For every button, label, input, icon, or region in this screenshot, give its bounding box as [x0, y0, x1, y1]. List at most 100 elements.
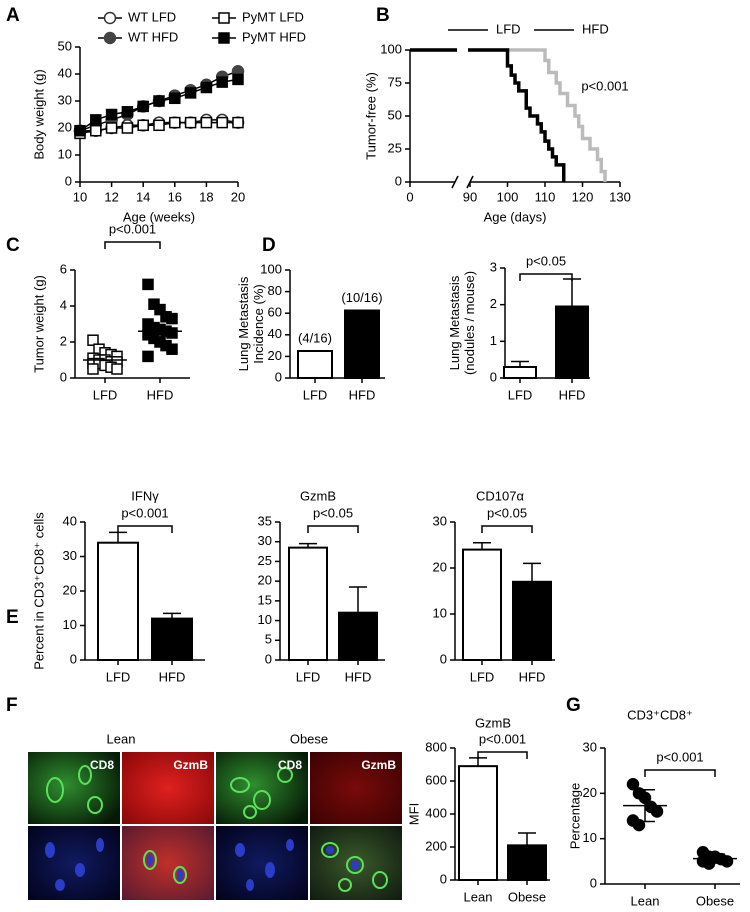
y-tick-label: 25 [258, 553, 272, 568]
y-tick-label: 10 [583, 830, 597, 845]
y-tick-label: 20 [268, 348, 282, 363]
y-tick-label: 0 [590, 875, 597, 890]
y-axis-label: Tumor weight (g) [31, 275, 46, 373]
marker [232, 116, 244, 129]
y-tick-label: 50 [58, 38, 72, 53]
y-tick-label: 80 [268, 283, 282, 298]
marker [200, 116, 213, 129]
panel-letter: E [6, 607, 19, 628]
p-value: p<0.05 [487, 505, 527, 520]
marker [74, 124, 86, 137]
y-tick-label: 20 [583, 785, 597, 800]
value-label: (10/16) [341, 290, 382, 305]
x-tick-label: Lean [631, 893, 660, 908]
marker [650, 805, 664, 818]
micrograph [310, 752, 402, 824]
y-tick-label: 0 [275, 369, 282, 384]
y-tick-label: 10 [63, 617, 77, 632]
significance-bracket [481, 525, 533, 533]
marker [184, 116, 197, 129]
marker [169, 92, 181, 105]
error-bar [473, 541, 491, 550]
marker [103, 31, 117, 45]
marker [153, 95, 165, 107]
marker [111, 363, 123, 375]
y-tick-label: 6 [60, 261, 67, 276]
x-tick-label: 120 [572, 189, 594, 204]
p-value: p<0.001 [479, 731, 526, 746]
chart-title: IFNγ [131, 488, 159, 503]
x-tick-label: LFD [303, 387, 328, 402]
y-axis-label: Body weight (g) [31, 69, 46, 159]
y-tick-label: 0 [490, 369, 497, 384]
y-axis-label: MFI [406, 803, 421, 825]
marker [121, 106, 134, 118]
significance-bracket [477, 751, 528, 759]
significance-bracket [104, 241, 161, 249]
group-label: Obese [290, 731, 328, 746]
bar [503, 366, 537, 379]
marker [218, 12, 230, 24]
marker [154, 303, 166, 316]
micrograph [122, 752, 214, 824]
bar [151, 617, 193, 661]
micrographs: CD8 GzmB CD8 GzmB Lean Obese F [6, 695, 402, 900]
x-tick-label: LFD [93, 387, 118, 402]
legend-label: LFD [496, 21, 521, 36]
channel-label: CD8 [90, 758, 114, 772]
x-tick-label: HFD [349, 387, 376, 402]
y-tick-label: 0 [265, 651, 272, 666]
marker [218, 32, 230, 44]
legend-label: WT HFD [128, 29, 178, 44]
y-tick-label: 30 [433, 513, 447, 528]
marker [720, 855, 734, 868]
y-tick-label: 0 [65, 173, 72, 188]
x-tick-label: 130 [609, 189, 631, 204]
y-tick-label: 3 [490, 259, 497, 274]
bar [288, 546, 328, 662]
legend-label: WT LFD [128, 9, 176, 24]
y-tick-label: 0 [440, 651, 447, 666]
x-tick-label: 16 [168, 189, 182, 204]
error-bar [469, 757, 487, 767]
y-tick-label: 0 [60, 369, 67, 384]
y-tick-label: 1 [490, 333, 497, 348]
legend-label: PyMT HFD [242, 29, 306, 44]
y-axis-label: (nodules / mouse) [462, 271, 477, 375]
x-tick-label: 20 [231, 189, 245, 204]
marker [142, 350, 154, 363]
marker [166, 312, 178, 325]
panel-letter: C [6, 235, 20, 256]
panel-letter: F [6, 695, 18, 716]
group-label: Lean [107, 731, 136, 746]
x-tick-label: LFD [296, 669, 321, 684]
y-tick-label: 200 [425, 838, 447, 853]
chart-title: CD3⁺CD8⁺ [627, 707, 693, 722]
marker [153, 119, 165, 132]
x-tick-label: LFD [470, 669, 495, 684]
y-tick-label: 0 [395, 173, 402, 188]
y-axis-label: Percentage [567, 783, 582, 850]
marker [166, 327, 178, 339]
bar [507, 844, 547, 881]
chart-title: CD107α [476, 488, 524, 503]
y-tick-label: 10 [258, 612, 272, 627]
x-tick-label: Obese [696, 893, 734, 908]
x-tick-label: 100 [497, 189, 519, 204]
p-value: p<0.001 [656, 749, 703, 764]
error-bar [109, 531, 127, 543]
x-tick-label: Lean [464, 889, 493, 904]
y-tick-label: 5 [265, 632, 272, 647]
significance-bracket [117, 525, 173, 533]
p-value: p<0.05 [526, 253, 566, 268]
channel-label: CD8 [278, 758, 302, 772]
survival-curve [410, 48, 607, 182]
y-axis-label: Tumor-free (%) [363, 72, 378, 160]
survival-curve [410, 48, 566, 182]
x-tick-label: HFD [159, 669, 186, 684]
y-tick-label: 2 [490, 296, 497, 311]
panel-letter: D [262, 235, 276, 256]
y-tick-label: 20 [58, 119, 72, 134]
